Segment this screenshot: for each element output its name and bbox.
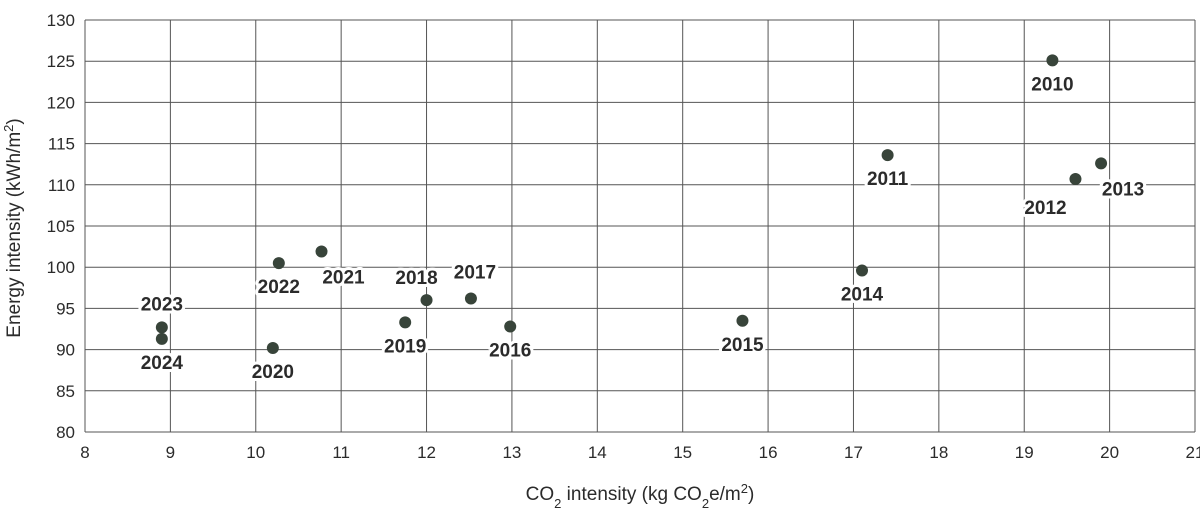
- grid-lines: [84, 19, 1196, 433]
- point-labels: 2010 2011 2012 2013 2014 2015 2016 2017 2018 2019…: [138, 71, 1148, 386]
- y-tick-label: 130: [47, 11, 75, 30]
- point-label-2023: 2023: [141, 294, 183, 315]
- point-2010: [1046, 54, 1059, 67]
- point-label-2014: 2014: [841, 284, 884, 305]
- point-2020: [266, 341, 279, 354]
- point-2013: [1095, 157, 1108, 170]
- y-tick-label: 105: [47, 217, 75, 236]
- point-2017: [464, 292, 477, 305]
- y-axis-title: Energy intensity (kWh/m2): [1, 118, 26, 337]
- point-label-2017: 2017: [454, 263, 496, 284]
- point-2015: [736, 314, 749, 327]
- data-points: [155, 54, 1108, 354]
- point-2021: [315, 245, 328, 258]
- y-tick-label: 85: [56, 382, 75, 401]
- point-2012: [1069, 173, 1082, 186]
- x-tick-label: 18: [929, 443, 948, 462]
- point-2016: [504, 320, 517, 333]
- x-tick-label: 21: [1186, 443, 1200, 462]
- x-tick-label: 9: [166, 443, 175, 462]
- point-label-2019: 2019: [384, 336, 426, 357]
- y-tick-label: 125: [47, 52, 75, 71]
- x-tick-label: 19: [1015, 443, 1034, 462]
- x-tick-label: 20: [1100, 443, 1119, 462]
- y-tick-labels: 80 85 90 95 100 105 110 115 120 125 130: [47, 11, 75, 442]
- point-label-2010: 2010: [1031, 74, 1073, 95]
- point-label-2013: 2013: [1102, 179, 1144, 200]
- point-label-2015: 2015: [721, 335, 764, 356]
- point-2011: [881, 149, 894, 162]
- x-tick-label: 15: [673, 443, 692, 462]
- x-tick-label: 13: [502, 443, 521, 462]
- point-label-2020: 2020: [252, 362, 294, 383]
- x-axis-title: CO2 intensity (kg CO2e/m2): [526, 481, 755, 511]
- x-tick-label: 16: [759, 443, 778, 462]
- point-label-2022: 2022: [258, 277, 300, 298]
- point-label-2021: 2021: [322, 268, 365, 289]
- point-2024: [155, 332, 168, 345]
- y-tick-label: 100: [47, 258, 75, 277]
- point-2023: [155, 321, 168, 334]
- y-tick-label: 80: [56, 423, 75, 442]
- y-tick-label: 120: [47, 93, 75, 112]
- x-tick-label: 17: [844, 443, 863, 462]
- x-tick-label: 11: [332, 443, 350, 462]
- point-label-2012: 2012: [1024, 198, 1066, 219]
- x-tick-label: 8: [80, 443, 89, 462]
- point-label-2011: 2011: [867, 169, 909, 190]
- point-2014: [856, 264, 868, 277]
- y-tick-label: 110: [48, 176, 75, 195]
- y-tick-label: 115: [48, 135, 75, 154]
- point-label-2016: 2016: [489, 341, 531, 362]
- x-tick-label: 12: [417, 443, 436, 462]
- x-tick-label: 14: [588, 443, 607, 462]
- point-2018: [420, 294, 433, 307]
- y-tick-label: 95: [56, 299, 75, 318]
- point-label-2024: 2024: [141, 353, 184, 374]
- point-2022: [272, 257, 285, 270]
- x-tick-label: 10: [246, 443, 265, 462]
- x-tick-labels: 8 9 10 11 12 13 14 15 16 17 18 19 20 21: [80, 443, 1200, 462]
- point-2019: [399, 316, 412, 329]
- point-label-2018: 2018: [395, 268, 437, 289]
- y-tick-label: 90: [56, 341, 75, 360]
